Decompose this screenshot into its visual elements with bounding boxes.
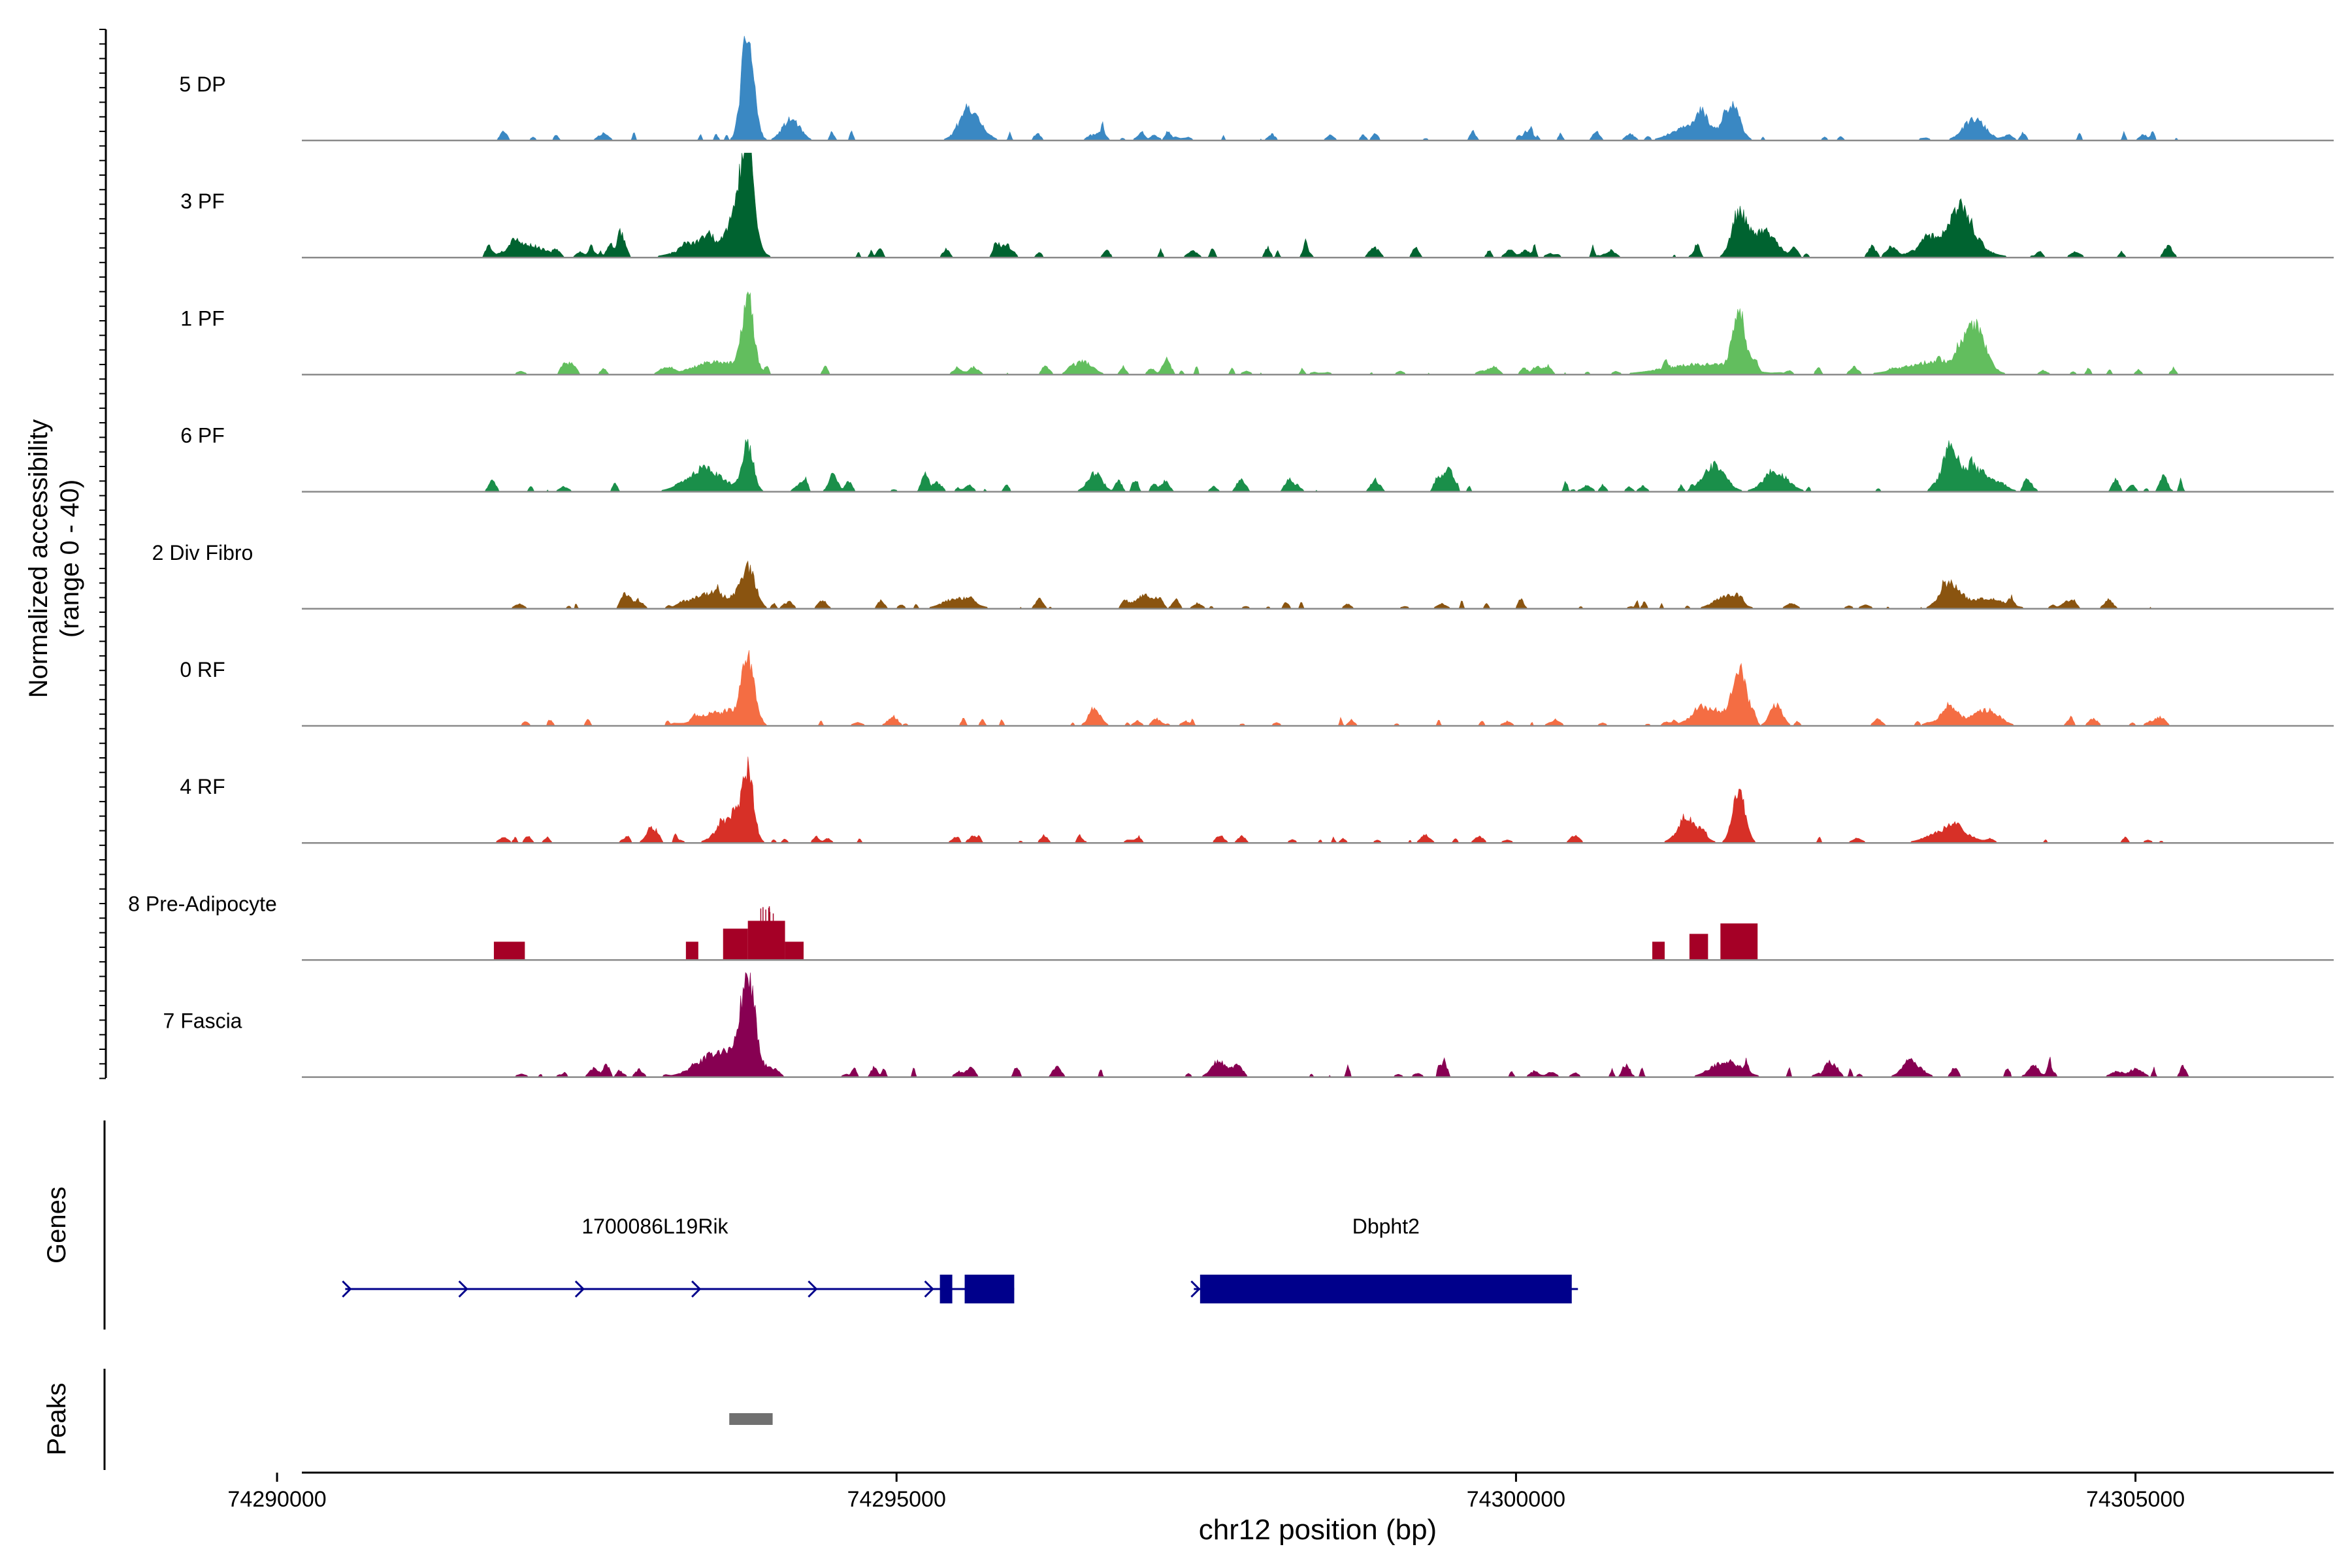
track-0-rf: 0 RF xyxy=(180,650,2334,727)
x-axis-ticks: 74290000 74295000 74300000 74305000 xyxy=(227,1473,2185,1512)
track-label: 8 Pre-Adipocyte xyxy=(128,892,277,915)
coverage-block xyxy=(747,921,785,960)
gene-exon xyxy=(964,1275,1015,1303)
coverage-block xyxy=(493,941,525,960)
peak-regions xyxy=(729,1413,773,1425)
coverage-block xyxy=(1689,934,1708,960)
track-4-rf: 4 RF xyxy=(180,757,2334,844)
x-tick-label: 74305000 xyxy=(2086,1487,2185,1512)
peaks-panel: Peaks xyxy=(42,1369,773,1470)
coverage-block xyxy=(785,941,804,960)
x-tick-label: 74300000 xyxy=(1467,1487,1565,1512)
track-6-pf: 6 PF xyxy=(180,424,2334,493)
coverage-tracks: 5 DP 3 PF 1 PF 6 PF 2 Div Fibro 0 RF 4 RF 8 Pre… xyxy=(128,35,2334,1078)
coverage-block xyxy=(1652,941,1665,960)
track-7-fascia: 7 Fascia xyxy=(163,972,2334,1078)
coverage-area xyxy=(376,438,2247,493)
genes-panel-label: Genes xyxy=(42,1186,71,1264)
strand-arrow xyxy=(691,1280,702,1298)
peaks-panel-label: Peaks xyxy=(42,1382,71,1455)
track-5-dp: 5 DP xyxy=(179,35,2334,142)
coverage-axis-ticks xyxy=(99,29,106,1079)
strand-arrow xyxy=(458,1280,468,1298)
x-axis-label: chr12 position (bp) xyxy=(1199,1514,1437,1546)
track-label: 4 RF xyxy=(180,775,225,798)
track-label: 3 PF xyxy=(180,189,225,213)
x-tick-label: 74290000 xyxy=(227,1487,326,1512)
x-axis: 74290000 74295000 74300000 74305000 chr12 p… xyxy=(227,1471,2334,1546)
track-8-pre-adipocyte: 8 Pre-Adipocyte xyxy=(128,892,2334,961)
coverage-area xyxy=(376,972,2247,1077)
coverage-area xyxy=(376,560,2247,610)
coverage-block xyxy=(723,928,748,960)
gene-label: 1700086L19Rik xyxy=(581,1215,728,1238)
coverage-area xyxy=(376,35,2247,141)
track-3-pf: 3 PF xyxy=(180,152,2334,259)
coverage-area xyxy=(376,757,2247,843)
coverage-area xyxy=(376,291,2247,375)
track-label: 6 PF xyxy=(180,424,225,448)
strand-arrow xyxy=(808,1280,818,1298)
coverage-area xyxy=(376,152,2247,258)
coverage-y-axis xyxy=(99,29,107,1079)
x-tick-label: 74295000 xyxy=(847,1487,946,1512)
gene-models: 1700086L19Rik Dbpht2 xyxy=(342,1215,1578,1303)
coverage-block xyxy=(1720,923,1758,960)
coverage-block xyxy=(685,941,698,960)
track-label: 1 PF xyxy=(180,306,225,330)
strand-arrow xyxy=(342,1280,352,1298)
track-1-pf: 1 PF xyxy=(180,291,2334,376)
peak-region xyxy=(729,1413,773,1425)
coverage-y-label-line2: (range 0 - 40) xyxy=(56,480,84,638)
gene-dbpht2: Dbpht2 xyxy=(1190,1215,1578,1303)
coverage-area xyxy=(376,650,2247,727)
gene-1700086l19rik: 1700086L19Rik xyxy=(342,1215,1015,1303)
track-label: 5 DP xyxy=(179,73,225,96)
strand-arrow xyxy=(1190,1280,1201,1298)
gene-exon xyxy=(939,1275,953,1303)
strand-arrow xyxy=(574,1280,585,1298)
track-label: 7 Fascia xyxy=(163,1009,242,1033)
track-2-div-fibro: 2 Div Fibro xyxy=(152,541,2334,610)
strand-arrow xyxy=(924,1280,934,1298)
track-label: 2 Div Fibro xyxy=(152,541,253,564)
gene-label: Dbpht2 xyxy=(1352,1215,1420,1238)
gene-exon xyxy=(1200,1275,1572,1303)
genes-panel: Genes 1700086L19Rik Dbpht2 xyxy=(42,1120,1578,1330)
track-label: 0 RF xyxy=(180,658,225,681)
coverage-y-label-line1: Normalized accessibility xyxy=(24,419,53,698)
